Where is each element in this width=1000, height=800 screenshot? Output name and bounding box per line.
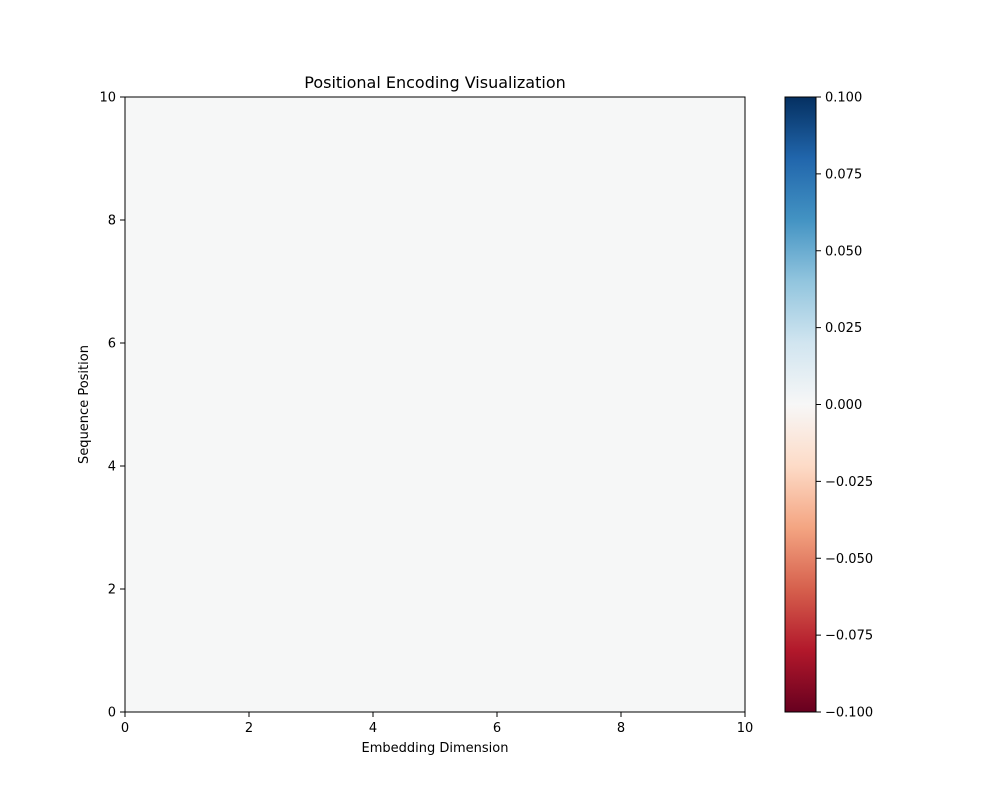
colorbar-tick-label: 0.050 [825,244,862,259]
colorbar [784,96,817,713]
x-tick-label: 8 [617,721,625,736]
colorbar-tick-label: −0.100 [825,706,873,721]
plot-area [125,97,745,712]
x-tick-label: 2 [245,721,253,736]
y-tick-label: 6 [108,337,116,352]
y-tick-label: 2 [108,583,116,598]
colorbar-tick-label: 0.000 [825,398,862,413]
x-tick-label: 6 [493,721,501,736]
colorbar-tick-label: 0.100 [825,91,862,106]
colorbar-tick-label: −0.075 [825,629,873,644]
x-axis-label: Embedding Dimension [362,741,509,756]
colorbar-tick-label: 0.075 [825,167,862,182]
y-tick-label: 0 [108,706,116,721]
y-tick-label: 8 [108,214,116,229]
plot-frame [124,96,746,713]
x-tick-label: 0 [121,721,129,736]
y-tick-label: 10 [99,91,116,106]
y-axis-label: Sequence Position [77,345,92,464]
colorbar-tick-label: −0.050 [825,552,873,567]
x-tick-label: 10 [737,721,754,736]
colorbar-axis: −0.100 −0.075 −0.050 −0.025 0.000 0.025 0.050 0… [816,91,873,721]
y-tick-label: 4 [108,460,116,475]
x-tick-label: 4 [369,721,377,736]
x-axis: 0 2 4 6 8 10 [121,712,753,736]
colorbar-tick-label: −0.025 [825,475,873,490]
heatmap-cell [125,97,745,712]
colorbar-tick-label: 0.025 [825,321,862,336]
y-axis: 0 2 4 6 8 10 [99,91,125,721]
chart-title: Positional Encoding Visualization [304,73,566,92]
